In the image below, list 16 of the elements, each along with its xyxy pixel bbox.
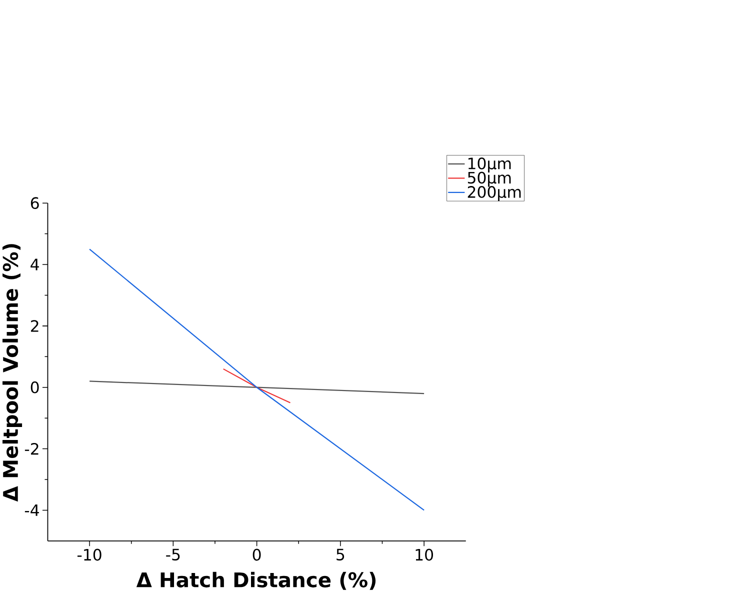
legend-label: 200μm [468,186,521,201]
x-tick-label: -10 [77,548,102,561]
y-tick-label: 6 [30,196,39,209]
y-tick-label: -2 [24,442,38,454]
y-tick-label: 2 [30,320,38,332]
legend-label: 50μm [468,172,511,187]
legend-label: 10μm [468,157,511,172]
x-tick-label: 10 [416,548,434,561]
x-tick-label: 5 [336,548,344,560]
y-tick-label: -4 [24,504,39,516]
y-tick-label: 4 [30,258,39,270]
x-axis-title: Δ Hatch Distance (%) [136,572,376,590]
x-tick-label: 0 [252,548,261,561]
x-tick-label: -5 [166,548,180,560]
y-tick-label: 0 [30,381,39,394]
y-axis-title: Δ Meltpool Volume (%) [2,244,22,502]
